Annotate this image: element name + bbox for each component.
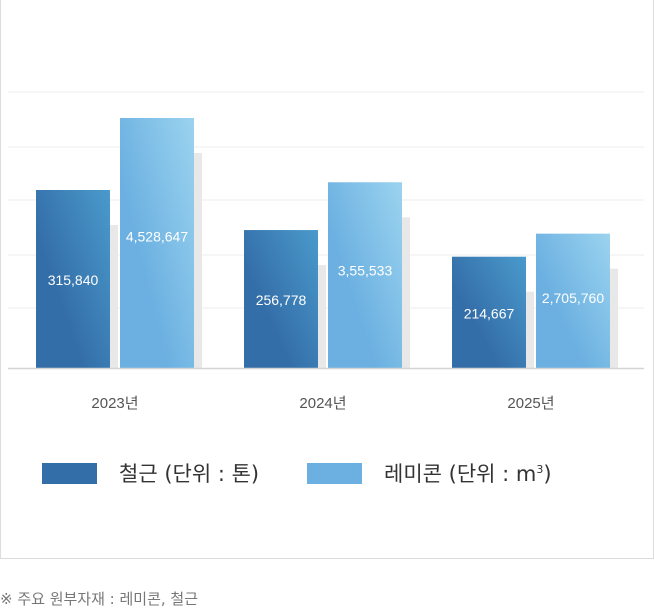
bar-chart: 315,840 4,528,647 2023년 256,778 3,55,533 2024… xyxy=(8,91,644,412)
bar-shadow xyxy=(610,268,618,368)
data-label: 214,667 xyxy=(464,305,515,321)
legend-item-remicon: 레미콘 (단위 : m3) xyxy=(307,458,552,488)
legend-item-steel: 철근 (단위 : 톤) xyxy=(42,458,259,488)
bar-steel xyxy=(244,230,318,368)
footnote: ※ 주요 원부자재 : 레미콘, 철근 xyxy=(0,590,199,608)
x-tick-label: 2023년 xyxy=(91,395,138,412)
legend-swatch-steel xyxy=(42,462,97,484)
bar-shadow xyxy=(402,217,410,368)
bar-shadow xyxy=(526,291,534,368)
data-label: 315,840 xyxy=(48,272,99,288)
data-label: 4,528,647 xyxy=(126,229,188,245)
bar-steel xyxy=(36,190,110,368)
bar-shadow xyxy=(194,153,202,368)
bar-shadow xyxy=(110,225,118,368)
x-tick-label: 2025년 xyxy=(507,395,554,412)
bar-steel xyxy=(452,256,526,368)
bar-shadow xyxy=(318,265,326,368)
legend-label-remicon: 레미콘 (단위 : m3) xyxy=(384,462,552,486)
bar-remicon xyxy=(328,182,402,368)
data-label: 3,55,533 xyxy=(338,263,393,279)
bar-remicon xyxy=(536,233,610,368)
x-tick-label: 2024년 xyxy=(299,395,346,412)
bar-remicon xyxy=(120,118,194,368)
data-label: 256,778 xyxy=(256,292,307,308)
data-label: 2,705,760 xyxy=(542,290,604,306)
legend-label-steel: 철근 (단위 : 톤) xyxy=(119,462,260,486)
legend-swatch-remicon xyxy=(307,462,362,484)
